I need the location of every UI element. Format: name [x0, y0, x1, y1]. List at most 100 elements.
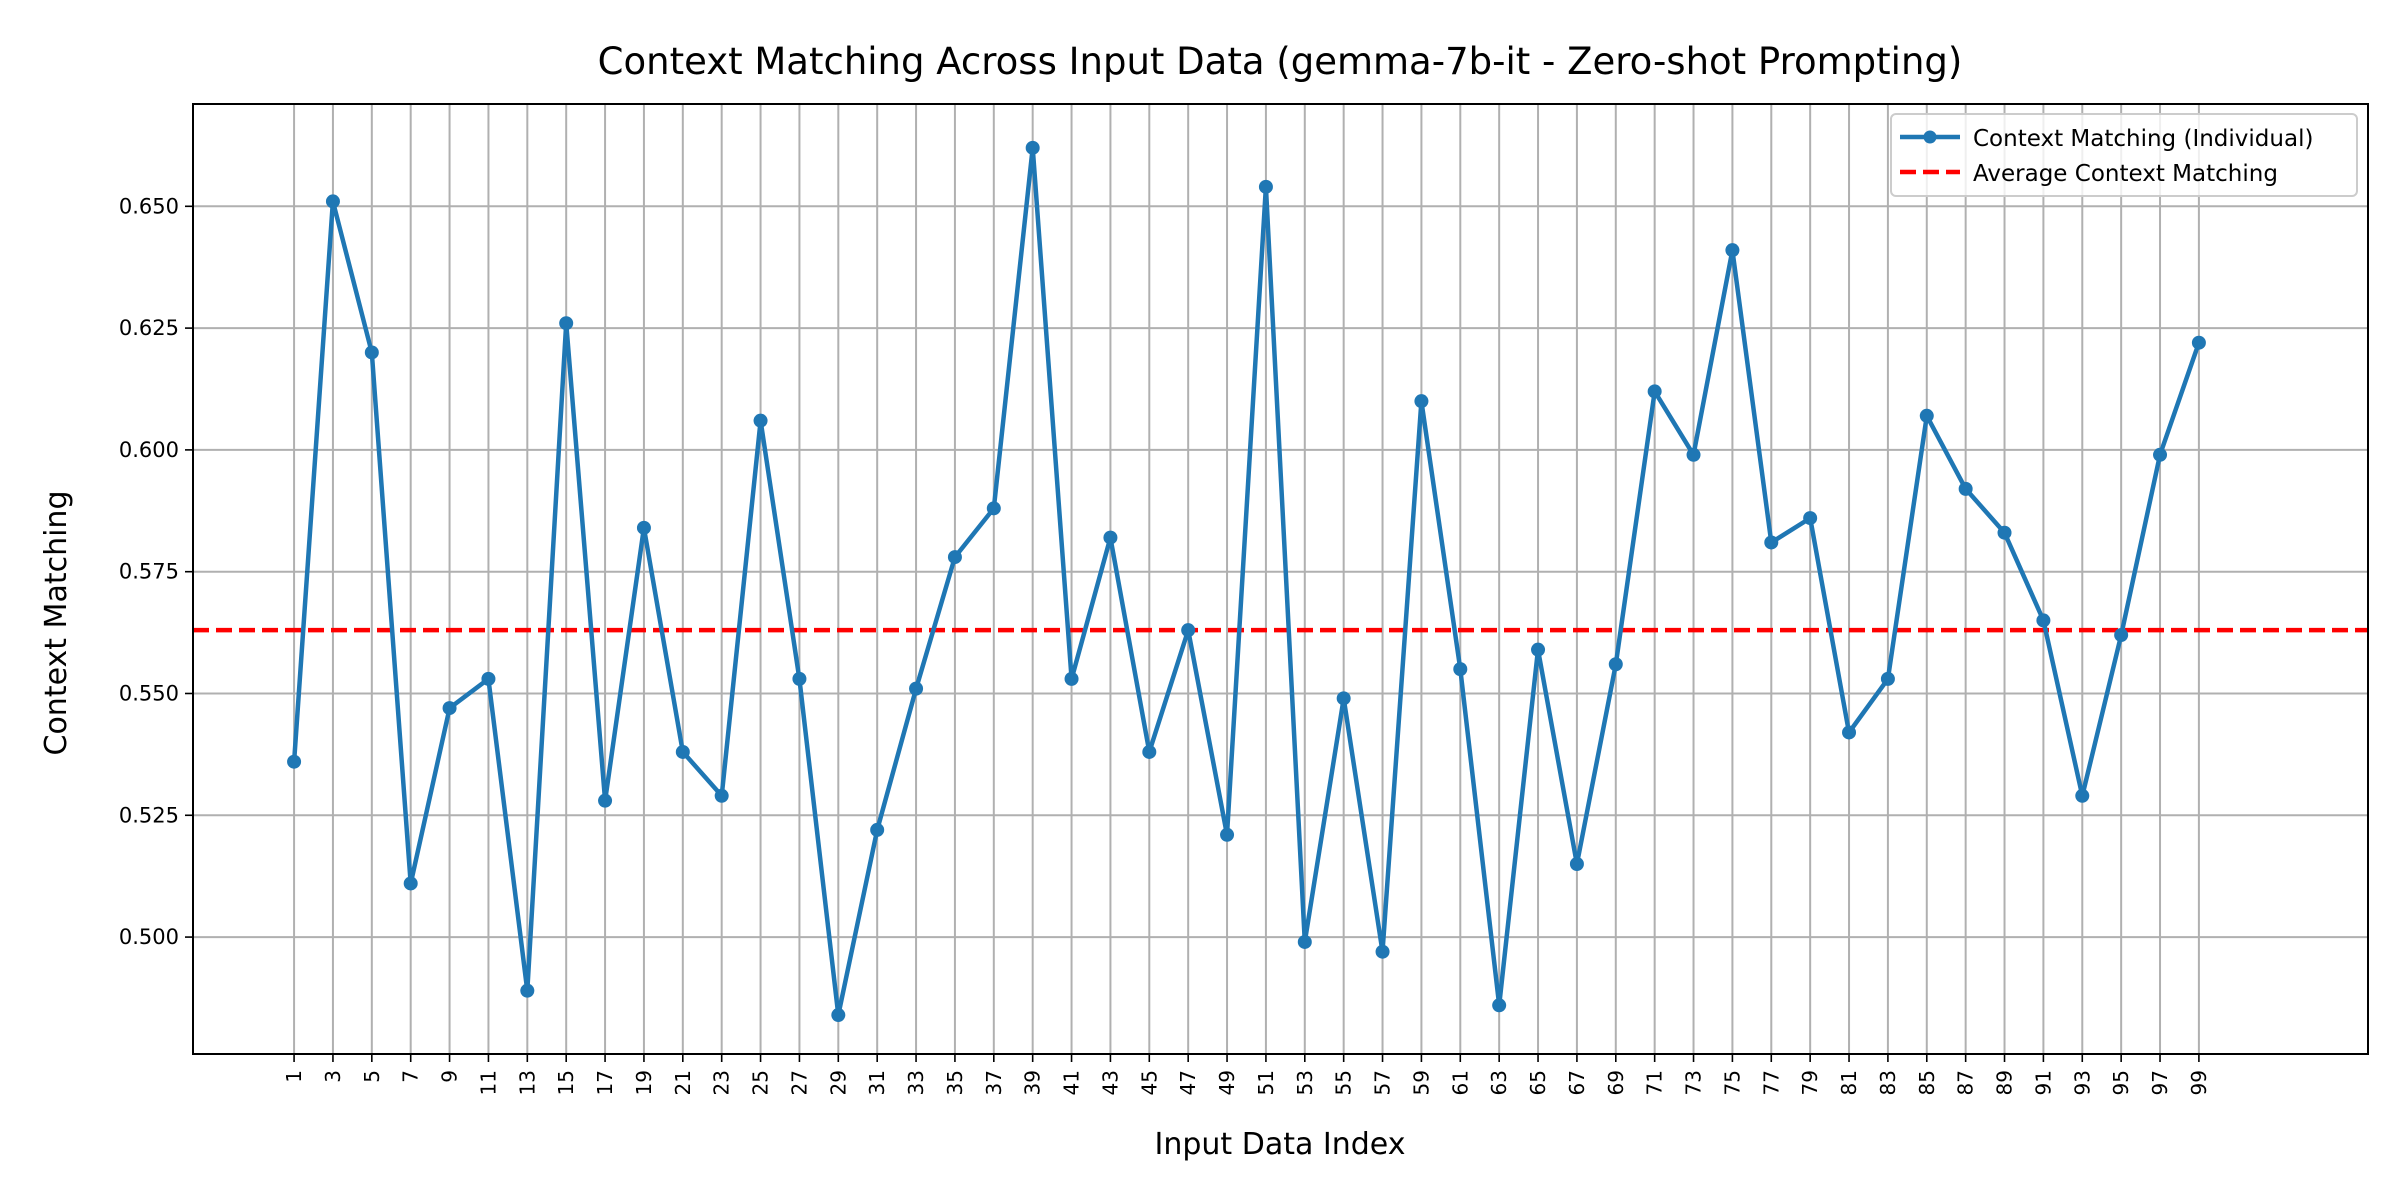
data-point: [1686, 447, 1701, 462]
x-tick-label: 63: [1487, 1070, 1511, 1095]
x-tick-label: 93: [2070, 1070, 2094, 1095]
data-point: [636, 520, 651, 535]
data-point: [1803, 511, 1818, 526]
series-line-individual: [291, 145, 2202, 1018]
x-tick-label: 27: [787, 1070, 811, 1095]
x-tick-label: 79: [1798, 1070, 1822, 1095]
data-point: [481, 671, 496, 686]
x-tick-label: 3: [321, 1070, 345, 1083]
data-point: [947, 550, 962, 565]
data-point: [1453, 662, 1468, 677]
data-point: [2191, 335, 2206, 350]
x-tick-label: 73: [1682, 1070, 1706, 1095]
y-tick-label: 0.650: [119, 194, 179, 218]
data-point: [675, 744, 690, 759]
x-tick-label: 47: [1176, 1070, 1200, 1095]
grid-lines: [193, 104, 2368, 1054]
plot-frame: [192, 103, 2369, 1055]
tick-layer: 1 3 5 7 9 11 13 15 17 19 21 23 25 27 29 31 33 35 37 39 41 43 4…: [119, 194, 2211, 1095]
x-tick-label: 17: [593, 1070, 617, 1095]
data-point: [442, 701, 457, 716]
x-tick-label: 87: [1954, 1070, 1978, 1095]
data-point: [1531, 642, 1546, 657]
x-tick-label: 97: [2148, 1070, 2172, 1095]
data-point: [1647, 384, 1662, 399]
x-tick-label: 45: [1137, 1070, 1161, 1095]
x-tick-label: 51: [1254, 1070, 1278, 1095]
data-point: [2036, 613, 2051, 628]
x-tick-label: 37: [982, 1070, 1006, 1095]
legend-marker-individual: [1923, 130, 1937, 144]
data-point: [1958, 481, 1973, 496]
data-point: [1608, 657, 1623, 672]
data-point: [1103, 530, 1118, 545]
x-axis-label: Input Data Index: [1155, 1127, 1406, 1162]
x-tick-label: 23: [710, 1070, 734, 1095]
x-tick-label: 55: [1332, 1070, 1356, 1095]
x-tick-label: 83: [1876, 1070, 1900, 1095]
data-point: [559, 316, 574, 331]
y-axis-label: Context Matching: [39, 491, 74, 756]
x-tick-label: 53: [1293, 1070, 1317, 1095]
data-point: [1142, 744, 1157, 759]
x-tick-label: 5: [360, 1070, 384, 1083]
data-point: [2075, 788, 2090, 803]
x-tick-label: 77: [1759, 1070, 1783, 1095]
data-point: [1336, 691, 1351, 706]
data-point: [520, 983, 535, 998]
x-tick-label: 1: [282, 1070, 306, 1083]
legend: Context Matching (Individual) Average Co…: [1890, 113, 2358, 197]
x-tick-label: 39: [1021, 1070, 1045, 1095]
y-tick-label: 0.625: [119, 316, 179, 340]
x-tick-label: 19: [632, 1070, 656, 1095]
x-tick-label: 71: [1643, 1070, 1667, 1095]
data-point: [1997, 525, 2012, 540]
x-tick-label: 65: [1526, 1070, 1550, 1095]
x-tick-label: 67: [1565, 1070, 1589, 1095]
y-tick-label: 0.525: [119, 803, 179, 827]
data-point: [1375, 944, 1390, 959]
data-point: [1220, 827, 1235, 842]
legend-box: [1890, 113, 2358, 197]
data-point: [2153, 447, 2168, 462]
x-tick-label: 25: [749, 1070, 773, 1095]
data-point: [753, 413, 768, 428]
data-point: [364, 345, 379, 360]
x-tick-label: 11: [476, 1070, 500, 1095]
data-point: [1064, 671, 1079, 686]
data-point: [831, 1008, 846, 1023]
data-point: [403, 876, 418, 891]
x-tick-label: 99: [2187, 1070, 2211, 1095]
x-tick-label: 59: [1409, 1070, 1433, 1095]
x-tick-label: 41: [1060, 1070, 1084, 1095]
data-point: [1569, 857, 1584, 871]
x-tick-label: 85: [1915, 1070, 1939, 1095]
data-point: [2114, 628, 2129, 643]
data-point: [1492, 998, 1507, 1013]
data-point: [714, 788, 729, 803]
x-tick-label: 31: [865, 1070, 889, 1095]
data-point: [598, 793, 613, 808]
data-point: [1919, 408, 1934, 423]
x-tick-label: 89: [1993, 1070, 2017, 1095]
x-tick-label: 75: [1720, 1070, 1744, 1095]
data-point: [1181, 623, 1196, 638]
x-tick-label: 43: [1098, 1070, 1122, 1095]
data-point: [986, 501, 1001, 516]
series-layer: [287, 140, 2206, 1023]
legend-label-individual: Context Matching (Individual): [1973, 126, 2313, 152]
x-tick-label: 69: [1604, 1070, 1628, 1095]
data-point: [870, 822, 885, 837]
data-point: [1297, 934, 1312, 949]
x-tick-label: 7: [399, 1070, 423, 1083]
y-tick-label: 0.600: [119, 438, 179, 462]
data-point: [325, 194, 340, 209]
data-point: [909, 681, 924, 696]
data-point: [1414, 394, 1429, 409]
x-tick-label: 57: [1371, 1070, 1395, 1095]
x-tick-label: 9: [438, 1070, 462, 1083]
data-point: [1880, 671, 1895, 686]
x-tick-label: 81: [1837, 1070, 1861, 1095]
x-tick-label: 13: [515, 1070, 539, 1095]
